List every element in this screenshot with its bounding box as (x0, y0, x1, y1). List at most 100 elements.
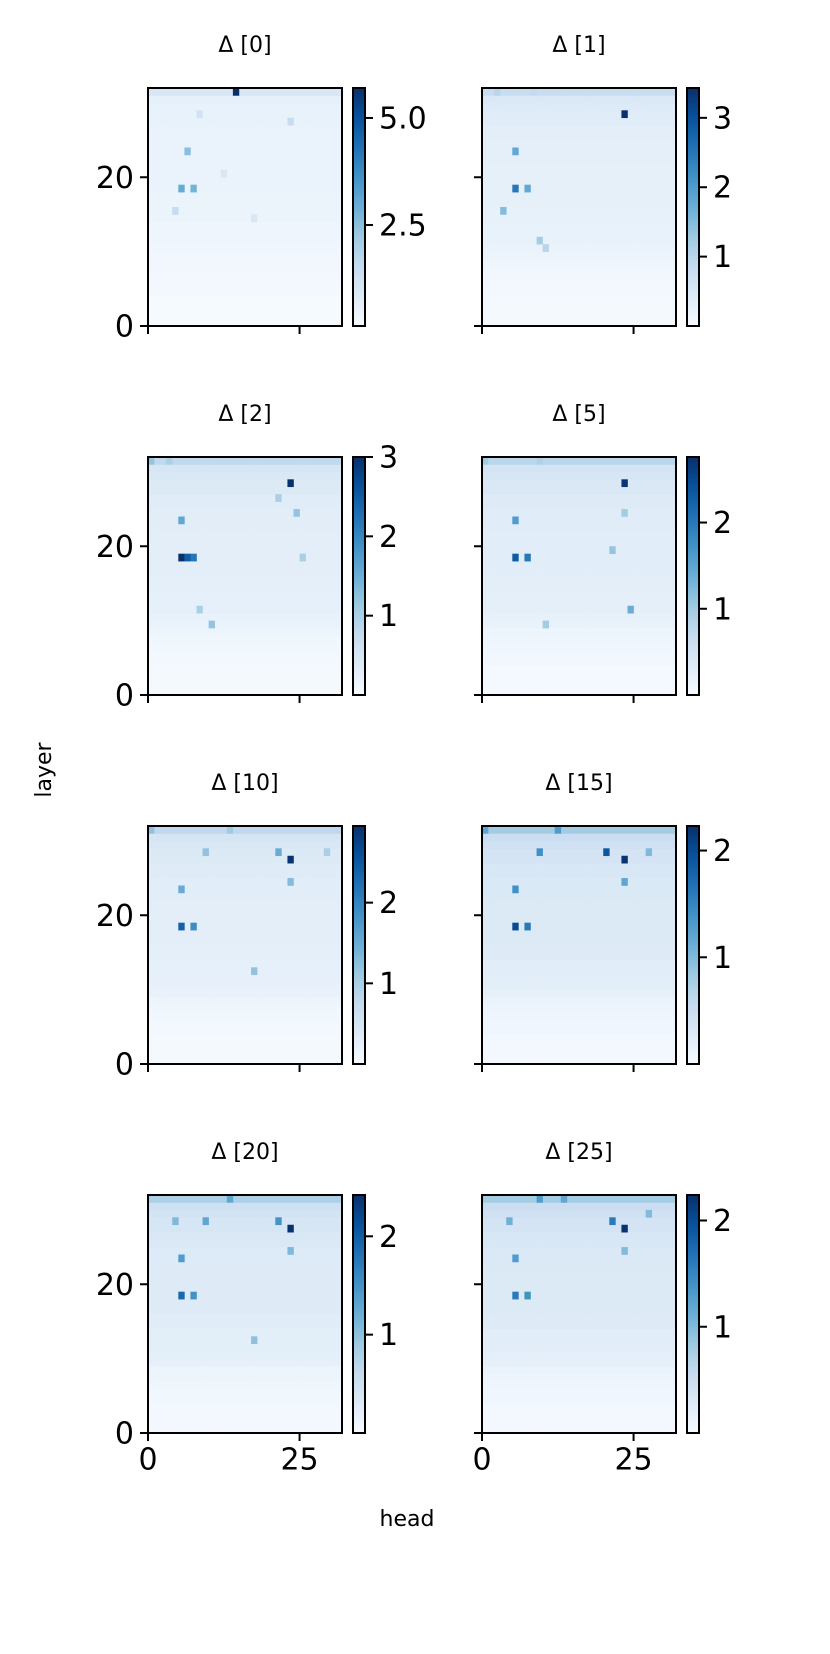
heat-cell (615, 304, 621, 312)
heat-cell (166, 960, 172, 968)
heat-cell (306, 457, 312, 465)
heat-cell (215, 908, 221, 916)
heat-cell (555, 267, 561, 275)
heat-cell (269, 531, 275, 539)
heat-cell (251, 673, 257, 681)
colorbar (353, 457, 365, 695)
heat-cell (561, 200, 567, 208)
heat-cell (154, 472, 160, 480)
heat-cell (281, 88, 287, 96)
heat-cell (330, 990, 336, 998)
heat-cell (190, 125, 196, 133)
heat-cell (324, 561, 330, 569)
heat-cell (658, 259, 664, 267)
heat-cell (549, 207, 555, 215)
heat-cell (221, 628, 227, 636)
heat-cell (658, 576, 664, 584)
heat-cell (549, 643, 555, 651)
heat-cell (239, 606, 245, 614)
heat-cell (531, 155, 537, 163)
heat-cell (239, 569, 245, 577)
colorbar-tick-label: 2 (379, 520, 398, 555)
heat-cell (537, 591, 543, 599)
heat-cell-highlight (512, 185, 518, 193)
heat-cell (287, 665, 293, 673)
heat-cell (227, 133, 233, 141)
heat-cell (640, 148, 646, 156)
heat-cell (597, 118, 603, 126)
heat-cell (664, 140, 670, 148)
heat-cell (312, 118, 318, 126)
heat-cell (239, 1034, 245, 1042)
heat-cell (178, 274, 184, 282)
heat-cell (524, 472, 530, 480)
heat-cell (658, 524, 664, 532)
heat-cell (294, 591, 300, 599)
heat-cell (160, 252, 166, 260)
heat-cell (318, 464, 324, 472)
heat-cell (621, 591, 627, 599)
heat-cell (233, 665, 239, 673)
heat-cell-highlight (275, 494, 281, 502)
heat-cell (269, 237, 275, 245)
heat-cell (591, 185, 597, 193)
heat-cell (549, 133, 555, 141)
heat-cell (269, 192, 275, 200)
heat-cell (190, 915, 196, 923)
heat-cell (652, 472, 658, 480)
heat-cell (203, 975, 209, 983)
heat-cell (275, 502, 281, 510)
heat-cell (506, 304, 512, 312)
heat-cell (543, 554, 549, 562)
heat-cell (294, 311, 300, 319)
heat-cell (603, 140, 609, 148)
heat-cell (263, 457, 269, 465)
heat-cell (306, 274, 312, 282)
heat-cell (567, 502, 573, 510)
heat-cell (561, 554, 567, 562)
heat-cell (233, 259, 239, 267)
heat-cell (585, 628, 591, 636)
heat-cell (239, 259, 245, 267)
heat-cell (184, 886, 190, 894)
heat-cell (330, 636, 336, 644)
heat-cell (494, 494, 500, 502)
heat-cell (330, 1034, 336, 1042)
heat-cell (269, 1005, 275, 1013)
heat-cell (209, 274, 215, 282)
heat-cell (646, 267, 652, 275)
heat-cell (615, 214, 621, 222)
heat-cell (190, 591, 196, 599)
heat-cell (621, 155, 627, 163)
heat-cell (555, 658, 561, 666)
heat-cell (275, 1005, 281, 1013)
heat-cell (621, 636, 627, 644)
heat-cell (197, 680, 203, 688)
heat-cell (549, 170, 555, 178)
heat-cell (251, 665, 257, 673)
heat-cell (318, 1005, 324, 1013)
heat-cell (197, 1027, 203, 1035)
heat-cell (203, 665, 209, 673)
heat-cell (251, 1042, 257, 1050)
heat-cell (488, 281, 494, 289)
heat-cell (251, 457, 257, 465)
heat-cell (318, 546, 324, 554)
heat-cell (160, 479, 166, 487)
heat-cell (549, 95, 555, 103)
heat-cell (579, 237, 585, 245)
heat-cell (197, 229, 203, 237)
heat-cell (324, 207, 330, 215)
heat-cell (597, 524, 603, 532)
heat-cell (494, 636, 500, 644)
heat-cell (658, 170, 664, 178)
heat-cell (190, 304, 196, 312)
heat-cell (251, 95, 257, 103)
heat-cell (197, 289, 203, 297)
heat-cell (203, 915, 209, 923)
heat-cell (300, 1027, 306, 1035)
heat-cell (197, 945, 203, 953)
heat-cell (306, 185, 312, 193)
heat-cell (227, 214, 233, 222)
heat-cell (160, 539, 166, 547)
